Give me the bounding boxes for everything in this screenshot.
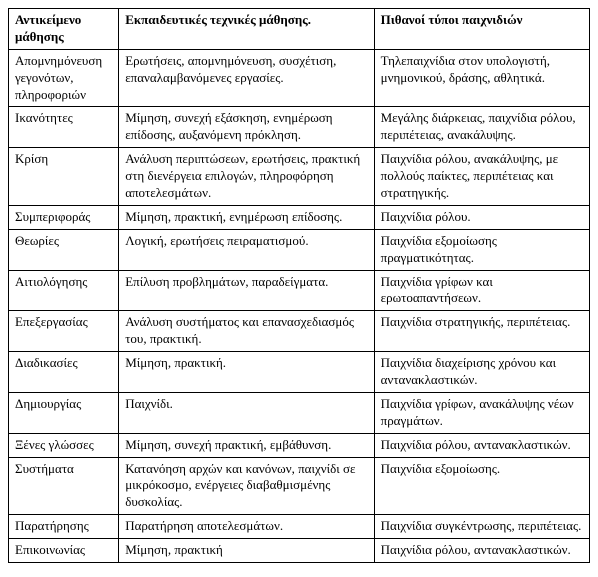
table-cell: Δημιουργίας [9,392,119,433]
table-cell: Παιχνίδια διαχείρισης χρόνου και αντανακ… [374,352,589,393]
table-row: ΘεωρίεςΛογική, ερωτήσεις πειραματισμού.Π… [9,229,590,270]
table-cell: Τηλεπαιχνίδια στον υπολογιστή, μνημονικο… [374,49,589,107]
table-row: ΔημιουργίαςΠαιχνίδι.Παιχνίδια γρίφων, αν… [9,392,590,433]
table-cell: Μίμηση, πρακτική, ενημέρωση επίδοσης. [119,205,374,229]
table-row: ΙκανότητεςΜίμηση, συνεχή εξάσκηση, ενημέ… [9,107,590,148]
table-cell: Ξένες γλώσσες [9,433,119,457]
table-row: ΣυμπεριφοράςΜίμηση, πρακτική, ενημέρωση … [9,205,590,229]
table-cell: Μίμηση, συνεχή πρακτική, εμβάθυνση. [119,433,374,457]
table-row: Απομνημόνευση γεγονότων, πληροφοριώνΕρωτ… [9,49,590,107]
table-cell: Παιχνίδια γρίφων και ερωτοαπαντήσεων. [374,270,589,311]
table-cell: Παιχνίδια εξομοίωσης πραγματικότητας. [374,229,589,270]
learning-table: Αντικείμενο μάθησης Εκπαιδευτικές τεχνικ… [8,8,590,563]
table-cell: Απομνημόνευση γεγονότων, πληροφοριών [9,49,119,107]
table-row: Ξένες γλώσσεςΜίμηση, συνεχή πρακτική, εμ… [9,433,590,457]
table-cell: Μίμηση, πρακτική [119,539,374,563]
table-cell: Λογική, ερωτήσεις πειραματισμού. [119,229,374,270]
table-cell: Διαδικασίες [9,352,119,393]
table-cell: Παιχνίδια ρόλου, ανακάλυψης, με πολλούς … [374,148,589,206]
table-cell: Αιτιολόγησης [9,270,119,311]
table-cell: Παιχνίδια γρίφων, ανακάλυψης νέων πραγμά… [374,392,589,433]
table-cell: Παιχνίδια ρόλου, αντανακλαστικών. [374,433,589,457]
table-cell: Ικανότητες [9,107,119,148]
table-cell: Κρίση [9,148,119,206]
table-cell: Παιχνίδια στρατηγικής, περιπέτειας. [374,311,589,352]
table-cell: Συστήματα [9,457,119,515]
table-row: ΑιτιολόγησηςΕπίλυση προβλημάτων, παραδεί… [9,270,590,311]
table-header: Αντικείμενο μάθησης Εκπαιδευτικές τεχνικ… [9,9,590,50]
table-cell: Παιχνίδια ρόλου, αντανακλαστικών. [374,539,589,563]
table-cell: Παρατήρηση αποτελεσμάτων. [119,515,374,539]
table-cell: Επίλυση προβλημάτων, παραδείγματα. [119,270,374,311]
table-body: Απομνημόνευση γεγονότων, πληροφοριώνΕρωτ… [9,49,590,562]
table-cell: Συμπεριφοράς [9,205,119,229]
table-cell: Παιχνίδια συγκέντρωσης, περιπέτειας. [374,515,589,539]
table-row: ΚρίσηΑνάλυση περιπτώσεων, ερωτήσεις, πρα… [9,148,590,206]
table-cell: Μίμηση, πρακτική. [119,352,374,393]
table-cell: Μεγάλης διάρκειας, παιχνίδια ρόλου, περι… [374,107,589,148]
table-cell: Μίμηση, συνεχή εξάσκηση, ενημέρωση επίδο… [119,107,374,148]
table-cell: Παιχνίδια εξομοίωσης. [374,457,589,515]
table-cell: Επεξεργασίας [9,311,119,352]
table-cell: Θεωρίες [9,229,119,270]
table-row: ΕπεξεργασίαςΑνάλυση συστήματος και επανα… [9,311,590,352]
table-row: ΕπικοινωνίαςΜίμηση, πρακτικήΠαιχνίδια ρό… [9,539,590,563]
table-cell: Ανάλυση συστήματος και επανασχεδιασμός τ… [119,311,374,352]
header-cell-learning-object: Αντικείμενο μάθησης [9,9,119,50]
table-cell: Ανάλυση περιπτώσεων, ερωτήσεις, πρακτική… [119,148,374,206]
table-row: ΣυστήματαΚατανόηση αρχών και κανόνων, πα… [9,457,590,515]
header-cell-techniques: Εκπαιδευτικές τεχνικές μάθησης. [119,9,374,50]
table-cell: Παιχνίδια ρόλου. [374,205,589,229]
table-row: ΠαρατήρησηςΠαρατήρηση αποτελεσμάτων.Παιχ… [9,515,590,539]
table-cell: Παιχνίδι. [119,392,374,433]
table-row: ΔιαδικασίεςΜίμηση, πρακτική.Παιχνίδια δι… [9,352,590,393]
table-cell: Ερωτήσεις, απομνημόνευση, συσχέτιση, επα… [119,49,374,107]
table-cell: Παρατήρησης [9,515,119,539]
header-cell-game-types: Πιθανοί τύποι παιχνιδιών [374,9,589,50]
table-cell: Επικοινωνίας [9,539,119,563]
table-cell: Κατανόηση αρχών και κανόνων, παιχνίδι σε… [119,457,374,515]
